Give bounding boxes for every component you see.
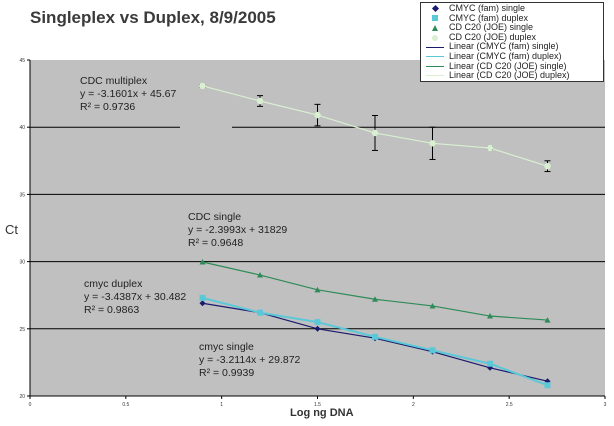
legend-swatch (421, 5, 449, 13)
data-point (314, 111, 321, 119)
data-point (544, 162, 551, 170)
x-tick-label: 1 (220, 402, 223, 408)
legend-swatch (421, 15, 449, 22)
legend-label: Linear (CD C20 (JOE) duplex) (449, 70, 570, 81)
data-point (544, 382, 551, 389)
annotation-label: cmyc single (199, 341, 254, 353)
legend-swatch (421, 34, 449, 41)
data-point (429, 140, 436, 147)
legend-label: CMYC (fam) single (449, 3, 526, 13)
data-point (314, 286, 321, 293)
y-tick-label: 40 (19, 125, 25, 131)
annotation-cdc-single: CDC single y = -2.3993x + 31829 R² = 0.9… (188, 211, 287, 250)
legend-swatch (421, 46, 449, 48)
data-point (199, 82, 206, 90)
y-tick-label: 30 (19, 260, 25, 266)
data-point (429, 347, 436, 354)
data-point (199, 259, 206, 265)
data-point (257, 309, 263, 316)
legend-label: Linear (CMYC (fam) single) (449, 41, 559, 52)
series-2 (199, 259, 551, 323)
data-point (487, 313, 493, 319)
annotation-r2: R² = 0.9863 (84, 304, 140, 316)
annotation-label: CDC multiplex (80, 75, 148, 87)
annotation-label: cmyc duplex (84, 278, 143, 290)
data-point (199, 294, 206, 301)
legend-swatch (421, 65, 449, 67)
legend-item: Linear (CD C20 (JOE) duplex) (421, 71, 603, 81)
data-point (487, 360, 493, 367)
annotation-cmyc-duplex: cmyc duplex y = -3.4387x + 30.482 R² = 0… (84, 278, 186, 317)
legend-item: CD C20 (JOE) duplex (421, 31, 603, 43)
y-tick-label: 20 (19, 394, 25, 400)
series-3 (199, 82, 551, 173)
data-point (314, 325, 321, 332)
legend-label: Linear (CMYC (fam) duplex) (449, 50, 562, 61)
legend-swatch (421, 75, 449, 77)
x-tick-label: 3 (604, 402, 607, 408)
annotation-equation: y = -3.1601x + 45.67 (80, 88, 177, 100)
annotation-equation: y = -2.3993x + 31829 (188, 224, 288, 236)
y-axis-label: Ct (5, 222, 18, 237)
data-point (544, 317, 551, 323)
annotation-cdc-multiplex: CDC multiplex y = -3.1601x + 45.67 R² = … (80, 75, 176, 114)
annotation-label: CDC single (188, 211, 242, 223)
annotation-r2: R² = 0.9939 (199, 367, 255, 379)
x-tick-label: 1.5 (314, 402, 321, 408)
series-1 (199, 294, 551, 389)
annotation-equation: y = -3.4387x + 30.482 (84, 291, 187, 303)
legend-label: CD C20 (JOE) duplex (449, 31, 537, 42)
legend-item: CMYC (fam) single (421, 3, 603, 14)
data-point (257, 272, 263, 278)
data-point (372, 296, 378, 302)
x-tick-label: 0 (29, 402, 32, 408)
legend-item: CMYC (fam) duplex (421, 12, 603, 24)
annotation-cmyc-single: cmyc single y = -3.2114x + 29.872 R² = 0… (199, 341, 300, 380)
data-point (199, 300, 206, 307)
x-tick-label: 2 (412, 402, 415, 408)
legend-label: CD C20 (JOE) single (449, 22, 534, 33)
x-tick-label: 0.5 (122, 402, 129, 408)
data-point (372, 333, 378, 340)
legend: CMYC (fam) single CMYC (fam) duplex CD C20… (420, 2, 604, 82)
x-axis-label: Log ng DNA (290, 407, 354, 419)
legend-item: CD C20 (JOE) single (421, 23, 603, 33)
annotation-r2: R² = 0.9648 (188, 237, 244, 249)
data-point (314, 319, 321, 326)
annotation-r2: R² = 0.9736 (80, 101, 136, 113)
annotation-equation: y = -3.2114x + 29.872 (199, 354, 301, 366)
legend-item: Linear (CMYC (fam) duplex) (421, 50, 603, 62)
legend-item: Linear (CMYC (fam) single) (421, 42, 603, 52)
legend-item: Linear (CD C20 (JOE) single) (421, 60, 603, 72)
y-tick-label: 25 (19, 327, 25, 333)
data-point (429, 302, 436, 309)
data-point (486, 144, 494, 152)
y-tick-label: 45 (19, 58, 25, 64)
chart-title: Singleplex vs Duplex, 8/9/2005 (30, 8, 276, 27)
legend-label: CMYC (fam) duplex (449, 12, 529, 23)
data-point (256, 97, 264, 105)
legend-swatch (421, 24, 449, 31)
x-tick-label: 2.5 (506, 402, 513, 408)
data-point (371, 129, 379, 137)
legend-label: Linear (CD C20 (JOE) single) (449, 60, 567, 71)
y-tick-label: 35 (19, 192, 25, 198)
legend-swatch (421, 56, 449, 58)
